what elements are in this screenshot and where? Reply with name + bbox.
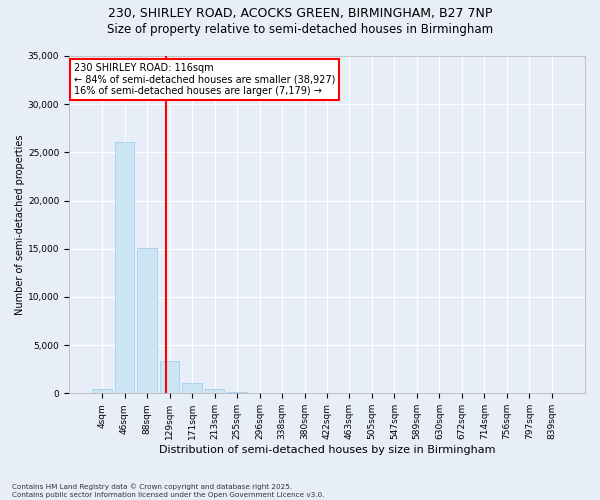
Text: Size of property relative to semi-detached houses in Birmingham: Size of property relative to semi-detach…	[107, 22, 493, 36]
Text: Contains HM Land Registry data © Crown copyright and database right 2025.
Contai: Contains HM Land Registry data © Crown c…	[12, 484, 325, 498]
Y-axis label: Number of semi-detached properties: Number of semi-detached properties	[15, 134, 25, 315]
Bar	[160, 361, 179, 394]
X-axis label: Distribution of semi-detached houses by size in Birmingham: Distribution of semi-detached houses by …	[159, 445, 495, 455]
Text: 230, SHIRLEY ROAD, ACOCKS GREEN, BIRMINGHAM, B27 7NP: 230, SHIRLEY ROAD, ACOCKS GREEN, BIRMING…	[108, 8, 492, 20]
Text: 230 SHIRLEY ROAD: 116sqm
← 84% of semi-detached houses are smaller (38,927)
16% : 230 SHIRLEY ROAD: 116sqm ← 84% of semi-d…	[74, 62, 335, 96]
Bar	[137, 248, 157, 394]
Bar	[92, 390, 112, 394]
Bar	[115, 142, 134, 394]
Bar	[227, 392, 247, 394]
Bar	[182, 383, 202, 394]
Bar	[205, 390, 224, 394]
